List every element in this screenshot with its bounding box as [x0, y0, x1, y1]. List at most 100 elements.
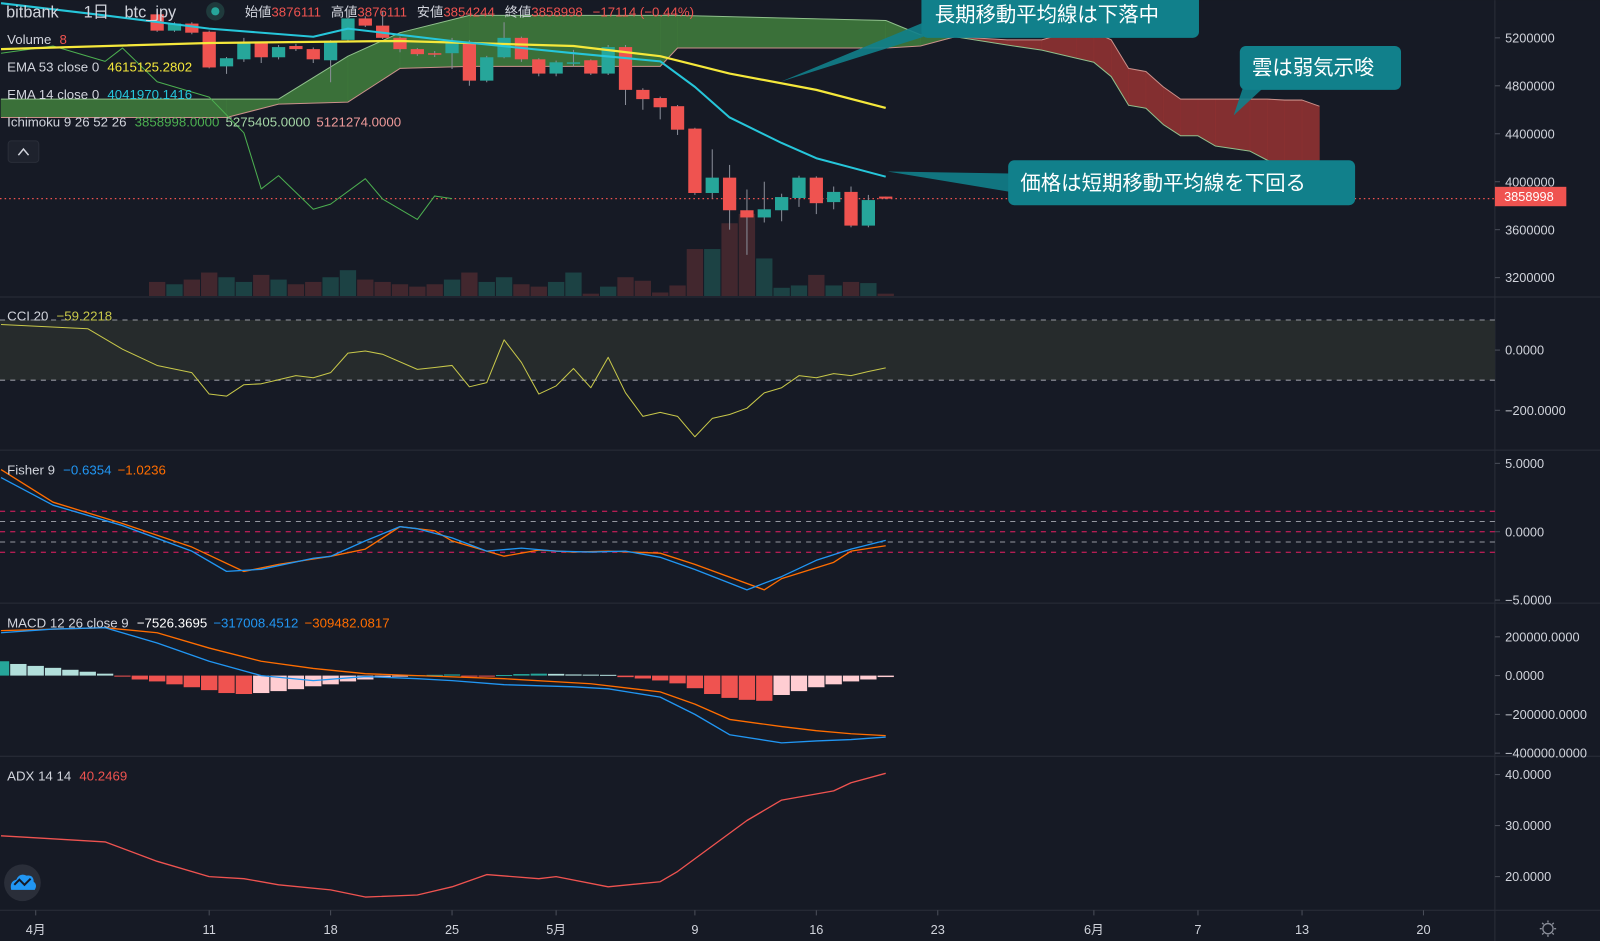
- candle-body: [428, 53, 442, 55]
- candle-down[interactable]: [688, 127, 702, 195]
- macd-histogram-bar: [825, 675, 842, 685]
- callout-cloud[interactable]: 雲は弱気示唆: [1233, 46, 1402, 116]
- macd-histogram-bar: [218, 675, 235, 694]
- candle-down[interactable]: [254, 41, 268, 64]
- callout-price[interactable]: 価格は短期移動平均線を下回る: [887, 160, 1356, 206]
- candle-up[interactable]: [549, 60, 563, 77]
- volume-bar: [721, 223, 738, 297]
- candle-up[interactable]: [792, 175, 806, 207]
- candle-down[interactable]: [809, 176, 823, 215]
- candle-up[interactable]: [705, 149, 719, 199]
- volume-bar: [600, 286, 617, 297]
- macd-histogram-bar: [617, 675, 634, 678]
- candle-down[interactable]: [393, 36, 407, 53]
- candle-up[interactable]: [323, 40, 338, 83]
- volume-bar: [547, 281, 565, 297]
- candle-down[interactable]: [410, 48, 424, 56]
- symbol-name[interactable]: btc_jpy: [124, 3, 177, 21]
- candle-down[interactable]: [289, 43, 303, 52]
- macd-histogram-bar: [808, 675, 825, 688]
- candle-down[interactable]: [428, 51, 442, 58]
- last-price-label: 3858998: [1504, 189, 1554, 204]
- candle-down[interactable]: [202, 30, 216, 69]
- legend-fisher-v2: −1.0236: [118, 463, 166, 478]
- candle-up[interactable]: [271, 45, 286, 60]
- macd-histogram-bar: [600, 674, 617, 676]
- time-axis-label: 11: [203, 922, 216, 937]
- macd-histogram-bar: [253, 675, 270, 694]
- candle-up[interactable]: [827, 186, 841, 210]
- exchange-name[interactable]: bitbank: [6, 3, 59, 21]
- candle-down[interactable]: [653, 96, 667, 120]
- symbol-header[interactable]: bitbank 1日 btc_jpy 始値3876111 高値3876111 安…: [6, 2, 694, 21]
- candle-body: [202, 31, 216, 68]
- legend-ema53[interactable]: EMA 53 close 0 4615125.2802: [7, 60, 192, 75]
- low-value: 3854244: [443, 4, 495, 19]
- candle-body: [306, 49, 320, 60]
- candle-up[interactable]: [757, 181, 771, 223]
- candle-up[interactable]: [497, 22, 511, 59]
- volume-bar: [270, 279, 287, 297]
- volume-bar: [825, 285, 842, 297]
- legend-volume[interactable]: Volume 8: [7, 32, 67, 47]
- macd-histogram-bar: [652, 675, 669, 681]
- legend-ichimoku-label: Ichimoku 9 26 52 26: [7, 115, 126, 130]
- candle-down[interactable]: [306, 47, 320, 64]
- macd-histogram-bar: [131, 675, 148, 680]
- macd-histogram-bar: [582, 674, 599, 676]
- price-pane[interactable]: [0, 2, 1495, 297]
- legend-ema14[interactable]: EMA 14 close 0 4041970.1416: [7, 87, 192, 102]
- candle-body: [271, 47, 286, 58]
- candle-body: [809, 177, 823, 204]
- candle-up[interactable]: [480, 55, 494, 83]
- volume-bar: [357, 279, 374, 297]
- candle-down[interactable]: [844, 186, 858, 228]
- cloud-bearish-segment: [1128, 68, 1147, 109]
- candle-up[interactable]: [861, 194, 875, 228]
- legend-adx-value: 40.2469: [79, 769, 127, 784]
- gear-icon[interactable]: [1539, 920, 1557, 937]
- macd-histogram-bar: [357, 675, 374, 680]
- candle-down[interactable]: [740, 189, 754, 255]
- candle-body: [323, 40, 338, 61]
- candle-down[interactable]: [532, 58, 546, 77]
- indicator-panes[interactable]: [0, 323, 894, 898]
- cloud-bullish-segment: [677, 15, 887, 49]
- candle-body: [722, 177, 737, 211]
- ema53-line: [0, 39, 886, 110]
- volume-bar: [686, 249, 704, 297]
- candle-up[interactable]: [219, 57, 234, 74]
- candle-down[interactable]: [584, 59, 598, 76]
- tradingview-cloud-icon[interactable]: [4, 864, 41, 902]
- legend-adx[interactable]: ADX 14 14 40.2469: [7, 769, 127, 784]
- macd-histogram-bar: [426, 674, 443, 676]
- legend-ichimoku[interactable]: Ichimoku 9 26 52 26 3858998.0000 5275405.0…: [7, 115, 401, 130]
- candle-up[interactable]: [775, 193, 789, 222]
- collapse-legend-button[interactable]: [7, 140, 40, 163]
- axes: 5200000 4800000 4400000 4000000 3600000 32000…: [26, 30, 1587, 936]
- volume-bar: [652, 292, 669, 297]
- interval-label[interactable]: 1日: [84, 3, 109, 21]
- candle-down[interactable]: [722, 164, 737, 230]
- volume-bar: [617, 277, 634, 297]
- macd-histogram-bar: [704, 675, 721, 695]
- candle-body: [688, 128, 702, 193]
- legend-fisher[interactable]: Fisher 9 −0.6354 −1.0236: [7, 463, 166, 478]
- macd-histogram-bar: [148, 675, 166, 682]
- candle-body: [289, 45, 303, 50]
- legend-macd[interactable]: MACD 12 26 close 9 −7526.3695 −317008.4512…: [7, 616, 390, 631]
- legend-macd-label: MACD 12 26 close 9: [7, 616, 129, 631]
- candle-down[interactable]: [879, 196, 893, 200]
- price-axis-label: 4800000: [1505, 78, 1555, 93]
- candle-down[interactable]: [462, 40, 477, 86]
- candle-down[interactable]: [670, 104, 685, 135]
- volume-bar: [287, 284, 305, 297]
- candle-down[interactable]: [185, 22, 199, 35]
- candle-down[interactable]: [636, 88, 650, 110]
- legend-cci[interactable]: CCI 20 −59.2218: [7, 309, 112, 324]
- candle-down[interactable]: [358, 16, 372, 28]
- macd-histogram-bar: [461, 675, 478, 677]
- candle-body: [167, 23, 182, 31]
- candle-body: [566, 62, 581, 64]
